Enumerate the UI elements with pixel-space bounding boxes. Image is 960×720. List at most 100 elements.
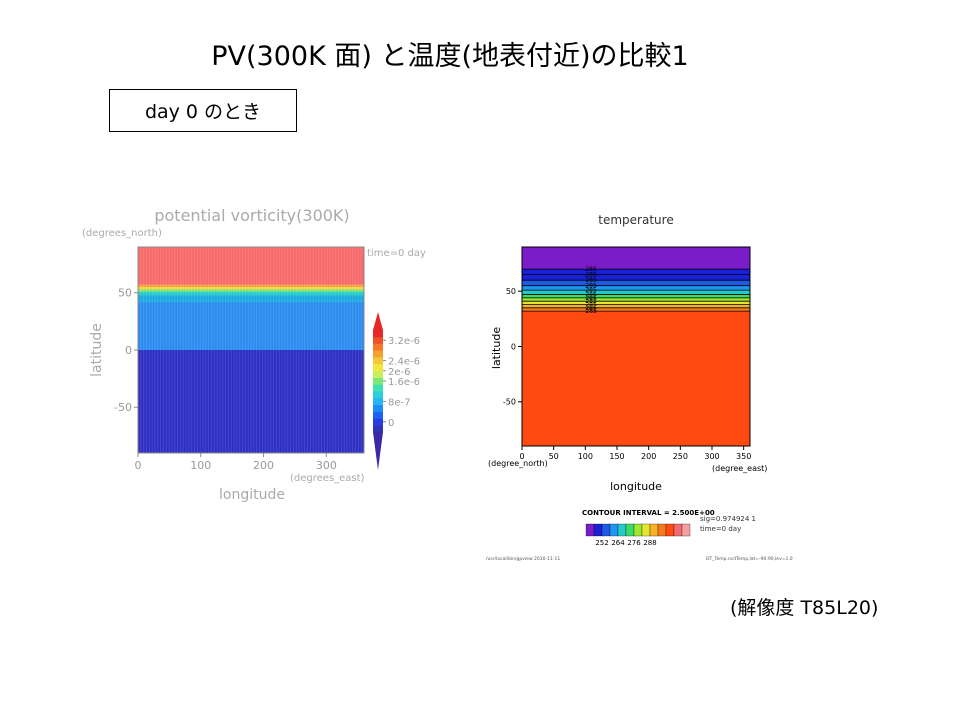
temp-colorbar-cell-10 [665,523,675,537]
pv-axes: 0 100 200 300 -50 0 50 [114,246,365,472]
temp-colorbar-label-3: 288 [643,539,656,547]
temp-y-tick-label: -50 [503,398,516,407]
temp-x-tick-label: 100 [578,452,593,461]
temp-xlabel: longitude [610,480,662,493]
temp-x-tick-label: 350 [736,452,751,461]
temp-contour-label-4: 285 [585,295,597,302]
pv-band-2 [138,295,364,302]
pv-band-3 [138,291,364,296]
pv-colorbar-cell-9 [373,364,383,372]
temp-x-tick-label: 250 [673,452,688,461]
pv-colorbar-cell-1 [373,418,383,426]
temp-band-2 [522,304,750,308]
temp-colorbar-cell-4 [617,523,627,537]
temp-colorbar-cell-0 [585,523,595,537]
temp-colorbar-cell-7 [641,523,651,537]
pv-colorbar-cell-7 [373,377,383,385]
temp-band-4 [522,297,750,302]
temp-band-5 [522,294,750,298]
pv-xlabel: longitude [219,487,285,503]
temp-contour-label-9: 285 [585,272,597,279]
temp-colorbar-cell-6 [633,523,643,537]
temp-contour-label-7: 285 [585,283,597,290]
temp-band-9 [522,269,750,281]
temp-colorbar-cell-8 [649,523,659,537]
temp-contour-label-5: 285 [585,292,597,299]
pv-ylabel: latitude [89,323,105,377]
temp-colorbar-cell-1 [593,523,603,537]
pv-colorbar-cell-4 [373,398,383,406]
temp-band-3 [522,301,750,305]
pv-frame [137,246,365,454]
temp-colorbar-cell-3 [609,523,619,537]
temp-colorbar-label-2: 276 [627,539,641,547]
pv-colorbar-cell-12 [373,343,383,351]
pv-x-tick-label: 300 [316,459,337,472]
temp-colorbar-cell-12 [681,523,691,537]
pv-x-tick-label: 200 [253,459,274,472]
pv-colorbar-label-1: 8e-7 [388,397,411,408]
temp-colorbar-cell-2 [601,523,611,537]
pv-colorbar-cell-13 [373,336,383,344]
pv-x-units: (degrees_east) [290,473,365,484]
pv-y-tick-label: 0 [125,344,132,357]
pv-colorbar: 0 8e-7 1.6e-62e-62.4e-6 3.2e-6 [373,312,420,470]
temp-colorbar-label-1: 264 [611,539,625,547]
temp-x-units: (degree_east) [712,464,767,473]
pv-band-5 [138,287,364,290]
pv-colorbar-label-2: 1.6e-6 [388,377,420,388]
temp-contour-label-6: 285 [585,287,597,294]
temp-colorbar-cell-9 [657,523,667,537]
temp-colorbar-cell-5 [625,523,635,537]
pv-colorbar-cell-5 [373,391,383,399]
pv-colorbar-cell-10 [373,357,383,365]
pv-colorbar-cell-8 [373,370,383,378]
temp-band-8 [522,280,750,286]
pv-band-6 [138,284,364,288]
temp-frame [521,246,751,447]
temp-ylabel: latitude [490,327,503,369]
temp-contour-label-3: 285 [585,298,597,305]
temp-axes: 0 50 100 150 200 250 300 350 -50 0 50 [503,246,751,461]
pv-colorbar-top-arrow [373,312,383,330]
temp-y-tick-label: 0 [511,342,516,351]
temp-contour-interval: CONTOUR INTERVAL = 2.500E+00 [582,509,715,517]
temp-contour-label-2: 285 [585,301,597,308]
temp-sig: sig=0.974924 1 [700,515,756,523]
pv-colorbar-label-3: 2e-6 [388,367,411,378]
pv-x-tick-label: 100 [190,459,211,472]
temp-y-tick-label: 50 [506,287,516,296]
pv-colorbar-cell-6 [373,384,383,392]
temp-colorbar-label-0: 252 [595,539,608,547]
pv-annotation: time=0 day [367,248,426,259]
temp-band-1 [522,307,750,312]
pv-band-1 [138,301,364,350]
temp-y-units: (degree_north) [488,459,548,468]
temp-x-tick-label: 200 [641,452,656,461]
slide-title: PV(300K 面) と温度(地表付近)の比較1 [211,41,689,72]
pv-colorbar-cell-11 [373,350,383,358]
pv-band-7 [138,247,364,285]
pv-band-0 [138,350,364,453]
pv-title: potential vorticity(300K) [154,206,349,225]
temp-x-tick-label: 50 [549,452,559,461]
pv-colorbar-label-0: 0 [388,418,394,429]
temp-band-10 [522,247,750,270]
temp-band-6 [522,290,750,295]
temp-x-tick-label: 0 [519,452,524,461]
temp-x-tick-label: 300 [704,452,719,461]
day-label-box: day 0 のとき [109,89,297,132]
pv-colorbar-label-4: 2.4e-6 [388,357,420,368]
pv-band-4 [138,289,364,292]
temp-colorbar-cell-11 [673,523,683,537]
pv-x-tick-label: 0 [135,459,142,472]
temp-x-tick-label: 150 [609,452,624,461]
temp-band-7 [522,285,750,291]
pv-y-tick-label: -50 [114,401,132,414]
pv-y-units: (degrees_north) [82,228,162,239]
pv-colorbar-cell-0 [373,425,383,433]
pv-colorbar-cell-2 [373,411,383,419]
temp-band-0 [522,311,750,446]
temp-colorbar: 252 264 276 288 [585,523,691,547]
